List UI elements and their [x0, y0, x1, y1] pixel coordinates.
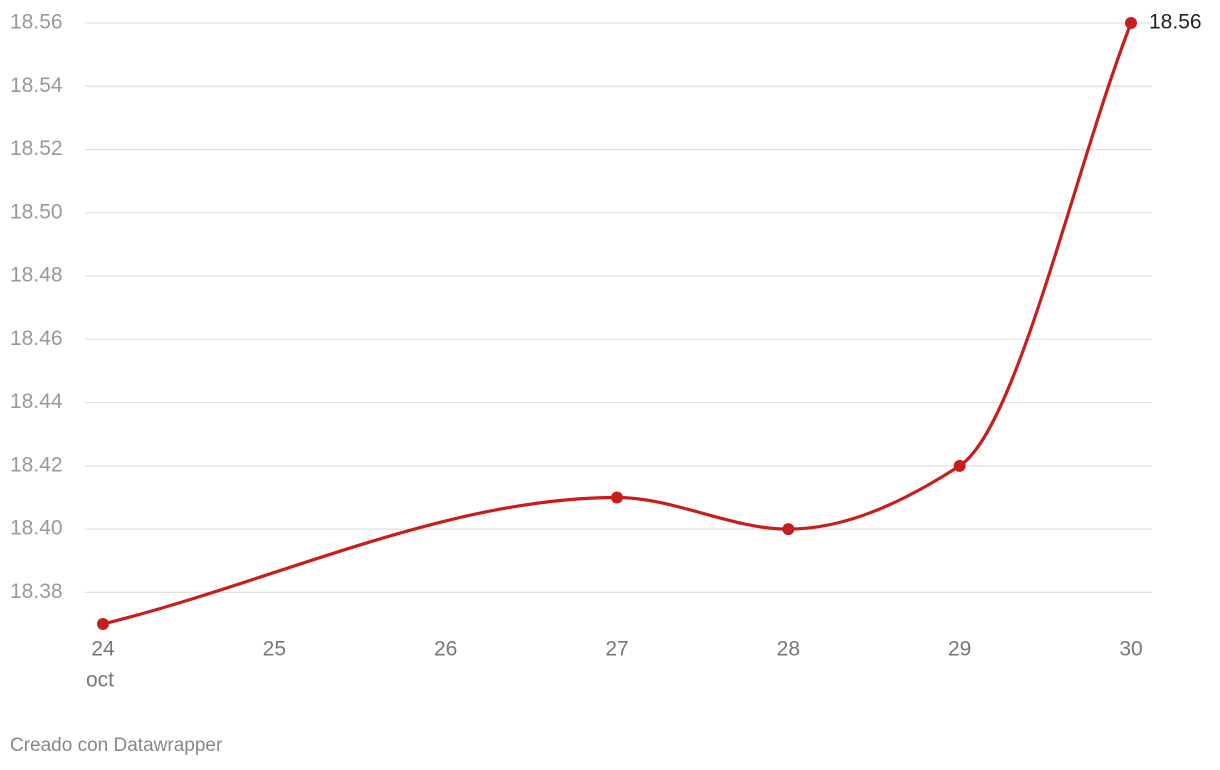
x-tick-label: 28 — [777, 638, 800, 661]
point — [611, 491, 623, 504]
point — [782, 523, 795, 536]
line — [102, 22, 1133, 626]
x-month-label: oct — [86, 669, 114, 692]
x-tick-label: 30 — [1119, 638, 1142, 661]
x-tick-label: 27 — [605, 638, 628, 661]
y-tick-label: 18.56 — [10, 11, 63, 34]
source-note: Creado con Datawrapper — [10, 735, 223, 756]
y-tick-label: 18.38 — [10, 580, 63, 603]
y-tick-label: 18.50 — [10, 200, 63, 223]
point — [1125, 17, 1137, 29]
y-tick-label: 18.54 — [10, 74, 63, 97]
y-tick-label: 18.44 — [10, 390, 63, 413]
x-tick-label: 26 — [434, 638, 457, 661]
value-label: 18.56 — [1149, 11, 1202, 34]
point — [97, 618, 109, 630]
y-tick-label: 18.40 — [10, 517, 63, 540]
x-tick-label: 29 — [948, 638, 971, 661]
x-tick-label: 24 — [91, 638, 115, 661]
y-tick-label: 18.46 — [10, 327, 63, 350]
y-tick-label: 18.52 — [10, 137, 63, 160]
x-tick-label: 25 — [263, 638, 286, 661]
y-tick-label: 18.42 — [10, 453, 63, 476]
point — [953, 459, 966, 472]
y-tick-label: 18.48 — [10, 264, 63, 287]
